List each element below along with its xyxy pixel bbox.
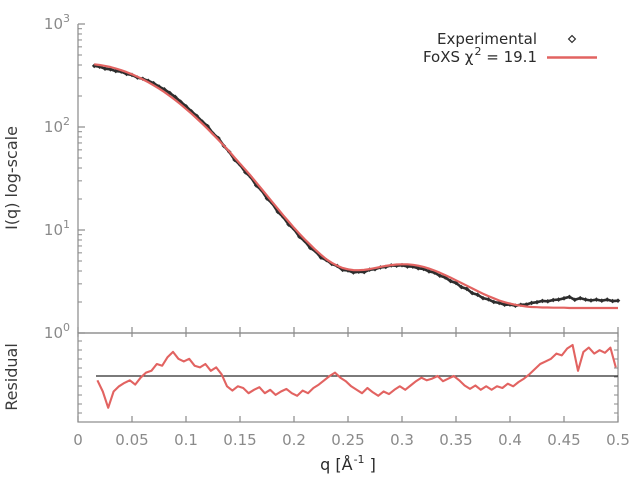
- diamond-marker: [561, 296, 567, 301]
- diamond-marker: [405, 264, 410, 269]
- diamond-marker: [178, 99, 183, 105]
- x-axis-title: q [Å-1 ]: [320, 453, 376, 474]
- diamond-marker: [475, 292, 480, 298]
- diamond-marker: [615, 298, 621, 303]
- x-tick-label: 0.4: [498, 431, 522, 449]
- diamond-marker: [361, 269, 367, 275]
- main-plot-panel: 100 101 102 103 I(q) log-scale Experimental…: [2, 12, 621, 342]
- diamond-marker: [610, 298, 615, 304]
- x-tick-label: 0.3: [390, 431, 414, 449]
- x-tick-label: 0.15: [223, 431, 256, 449]
- residual-line: [96, 343, 617, 409]
- diamond-marker: [604, 297, 610, 302]
- diamond-marker: [199, 119, 205, 124]
- diamond-marker: [151, 80, 156, 86]
- diamond-marker: [264, 196, 270, 201]
- diamond-marker: [594, 297, 599, 302]
- diamond-marker: [410, 264, 416, 269]
- x-tick-label: 0.1: [174, 431, 198, 449]
- diamond-marker: [432, 270, 437, 275]
- diamond-marker: [448, 278, 453, 284]
- diamond-marker: [297, 234, 302, 240]
- diamond-marker: [480, 295, 486, 301]
- experimental-points: [91, 63, 621, 309]
- diamond-marker: [556, 297, 561, 302]
- diamond-marker: [340, 267, 345, 273]
- diamond-marker: [572, 297, 578, 303]
- x-tick-label: 0.45: [547, 431, 580, 449]
- diamond-marker: [307, 245, 313, 251]
- diamond-marker: [588, 298, 594, 303]
- legend: Experimental FoXS χ2 = 19.1: [423, 30, 597, 66]
- y-tick-label: 102: [44, 115, 70, 136]
- diamond-marker: [437, 273, 443, 279]
- main-y-tick-labels: 100 101 102 103: [44, 12, 70, 342]
- x-tick-label: 0.35: [439, 431, 472, 449]
- diamond-marker: [91, 63, 97, 69]
- x-tick-label: 0.2: [282, 431, 306, 449]
- diamond-marker: [426, 269, 432, 274]
- diamond-marker: [205, 123, 210, 129]
- residual-ticks: [77, 333, 619, 422]
- diamond-icon: [567, 34, 577, 44]
- main-axes: [77, 23, 619, 334]
- diamond-marker: [394, 263, 399, 269]
- diamond-marker: [167, 90, 173, 96]
- diamond-marker: [415, 265, 421, 271]
- diamond-marker: [351, 270, 356, 275]
- legend-experimental-label: Experimental: [437, 30, 537, 48]
- legend-fit-label: FoXS χ2 = 19.1: [423, 45, 537, 66]
- diamond-marker: [583, 297, 588, 302]
- diamond-marker: [545, 299, 551, 304]
- y-tick-label: 100: [44, 321, 70, 342]
- diamond-marker: [550, 297, 556, 303]
- diamond-marker: [275, 209, 281, 215]
- diamond-marker: [102, 66, 108, 72]
- fit-curve: [94, 63, 618, 310]
- residual-curve: [96, 343, 617, 409]
- main-y-axis-title: I(q) log-scale: [2, 126, 21, 230]
- diamond-marker: [253, 183, 259, 188]
- diamond-marker: [302, 238, 308, 244]
- residual-frame: [77, 332, 619, 423]
- x-tick-label: 0.05: [115, 431, 148, 449]
- diamond-marker: [464, 286, 470, 292]
- diamond-marker: [372, 266, 378, 272]
- x-tick-label: 0.25: [331, 431, 364, 449]
- diamond-marker: [491, 299, 497, 305]
- diamond-marker: [172, 94, 178, 100]
- diamond-marker: [453, 280, 459, 286]
- diamond-marker: [469, 290, 475, 296]
- x-tick-label: 0.5: [606, 431, 630, 449]
- diamond-marker: [459, 284, 464, 290]
- diamond-marker: [540, 298, 545, 304]
- diamond-marker: [502, 302, 507, 308]
- residual-y-axis-title: Residual: [2, 343, 21, 411]
- diamond-marker: [567, 294, 572, 300]
- diamond-marker: [529, 300, 534, 306]
- y-tick-label: 101: [44, 218, 70, 239]
- diamond-marker: [486, 297, 491, 302]
- residual-panel: Residual: [2, 332, 619, 423]
- diamond-marker: [577, 295, 583, 301]
- diamond-marker: [599, 298, 605, 303]
- diamond-marker: [194, 113, 200, 119]
- foxs-fit-line: [94, 63, 618, 310]
- x-tick-label: 0: [73, 431, 83, 449]
- diamond-marker: [145, 78, 151, 84]
- diamond-marker: [534, 299, 540, 305]
- y-tick-label: 103: [44, 12, 70, 33]
- x-tick-labels: 0 0.05 0.1 0.15 0.2 0.25 0.3 0.35 0.4 0.45 0.5: [73, 431, 630, 449]
